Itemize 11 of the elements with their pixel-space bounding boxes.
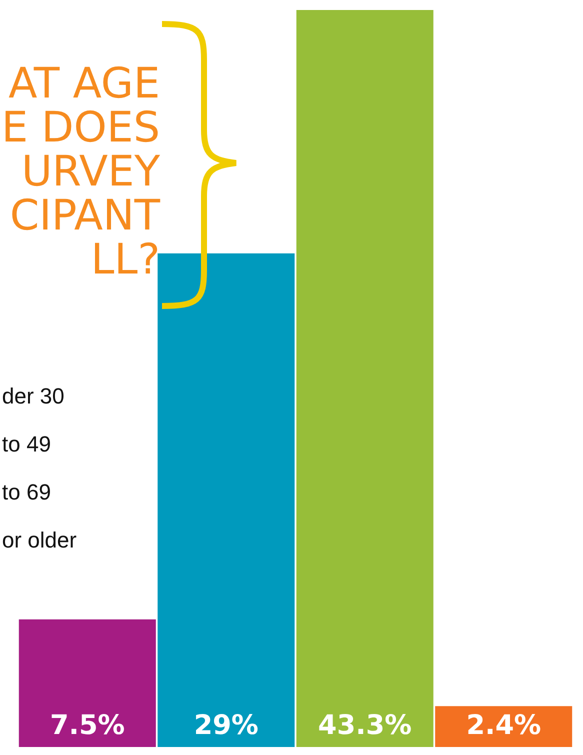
data-label: 7.5% [50, 710, 125, 741]
data-label: 43.3% [318, 710, 412, 741]
text: AT AGE E DOES URVEY CIPANT LL? [2, 58, 160, 284]
annotation: or older [2, 528, 77, 552]
data-label: 29% [194, 710, 258, 741]
annotation: der 30 [2, 384, 64, 408]
bar [18, 619, 156, 747]
annotation: to 49 [2, 432, 51, 456]
bar [296, 10, 434, 747]
annotation: to 69 [2, 480, 51, 504]
data-label: 2.4% [466, 710, 542, 741]
